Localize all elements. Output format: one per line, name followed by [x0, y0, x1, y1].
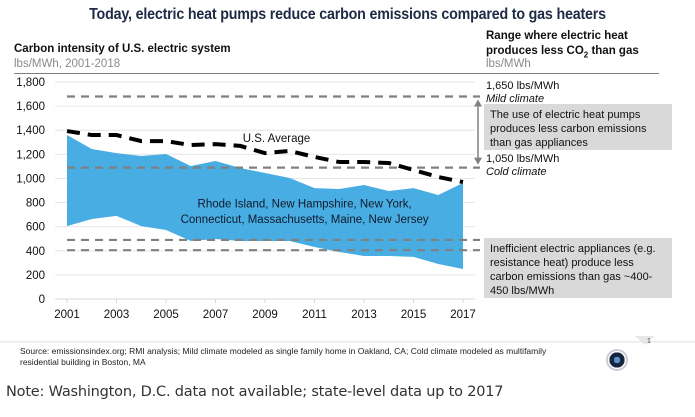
- cold-climate-label: Cold climate: [486, 166, 547, 178]
- chart-unit: lbs/MWh, 2001-2018: [14, 58, 121, 70]
- x-tick-label: 2005: [153, 309, 179, 321]
- footer-divider: [0, 341, 695, 343]
- us-average-label: U.S. Average: [243, 133, 311, 145]
- y-tick-label: 600: [26, 222, 45, 234]
- range-double-arrow-icon: [474, 99, 482, 165]
- band-label-line2: Connecticut, Massachusetts, Maine, New J…: [181, 214, 429, 226]
- chart-subtitle: Carbon intensity of U.S. electric system: [14, 43, 231, 55]
- y-tick-label: 200: [26, 270, 45, 282]
- y-tick-label: 1,000: [16, 173, 45, 185]
- page-number: 1: [647, 338, 651, 345]
- mild-climate-label-text: Mild climate: [486, 93, 545, 105]
- mild-climate-value: 1,650 lbs/MWh: [486, 80, 560, 92]
- x-tick-label: 2009: [252, 309, 278, 321]
- range-column-unit: lbs/MWh: [486, 58, 531, 70]
- y-tick-label: 800: [26, 198, 45, 210]
- header-divider: [14, 73, 659, 74]
- y-axis-ticks: 0 200 400 600 800 1,000 1,200 1,400 1,600 1,800: [16, 77, 45, 306]
- y-tick-label: 1,800: [16, 77, 45, 89]
- x-tick-label: 2017: [450, 309, 476, 321]
- arrow-head-up: [474, 99, 482, 107]
- x-tick-label: 2003: [104, 309, 130, 321]
- range-title-line1: Range where electric heat: [486, 30, 628, 42]
- data-availability-note: Note: Washington, D.C. data not availabl…: [6, 384, 504, 400]
- chart: 0 200 400 600 800 1,000 1,200 1,400 1,600 1,800 2…: [16, 77, 482, 321]
- page-notch: [635, 336, 655, 345]
- mild-climate-label: Mild climate: [486, 93, 544, 105]
- y-tick-label: 1,400: [16, 125, 45, 137]
- range-title-text-end: than gas: [588, 45, 639, 57]
- x-tick-label: 2013: [351, 309, 377, 321]
- source-note: Source: emissionsindex.org; RMI analysis…: [20, 346, 547, 367]
- rmi-logo-icon: [606, 349, 628, 371]
- cold-climate-label-text: Cold climate: [486, 166, 547, 178]
- x-tick-label: 2015: [401, 309, 427, 321]
- inefficient-appliance-callout: Inefficient electric appliances (e.g. re…: [484, 238, 672, 298]
- cold-climate-value: 1,050 lbs/MWh: [486, 153, 560, 165]
- y-tick-label: 0: [39, 294, 45, 306]
- y-tick-label: 400: [26, 246, 45, 258]
- range-title-text: produces less CO: [486, 45, 584, 57]
- range-column-title: Range where electric heat produces less …: [486, 29, 639, 62]
- x-tick-label: 2011: [302, 309, 327, 321]
- us-average-points: [66, 131, 464, 183]
- subscript-2: 2: [583, 50, 589, 60]
- heat-pump-callout: The use of electric heat pumps produces …: [484, 104, 672, 150]
- y-tick-label: 1,200: [16, 149, 45, 161]
- band-label-line1: Rhode Island, New Hampshire, New York,: [198, 198, 412, 210]
- y-tick-label: 1,600: [16, 101, 45, 113]
- x-tick-label: 2007: [203, 309, 229, 321]
- x-axis: 2001 2003 2005 2007 2009 2011 2013 2015 2017: [54, 298, 476, 321]
- slide-title: Today, electric heat pumps reduce carbon…: [89, 6, 606, 23]
- range-title-line2: produces less CO2 than gas: [486, 44, 639, 62]
- arrow-head-down: [474, 157, 482, 165]
- x-tick-label: 2001: [54, 309, 80, 321]
